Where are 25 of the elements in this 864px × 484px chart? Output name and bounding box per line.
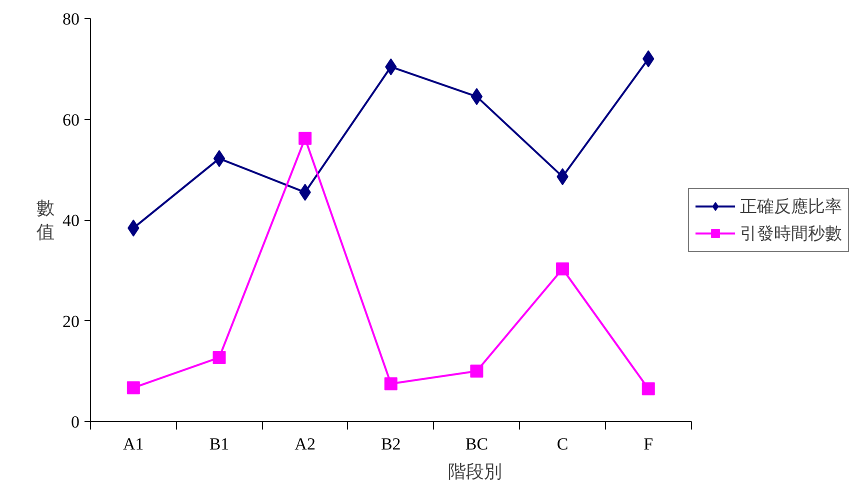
x-tick-label: B2 (380, 434, 401, 454)
point (470, 364, 484, 378)
legend-label: 引發時間秒數 (740, 222, 842, 244)
point (213, 150, 226, 168)
x-tick-label: B1 (209, 434, 230, 454)
y-axis-title: 數值 (36, 198, 54, 242)
point (384, 377, 398, 390)
x-tick-label: C (556, 434, 568, 454)
point (126, 381, 140, 394)
y-tick-label: 20 (62, 312, 80, 331)
x-tick-label: F (644, 434, 654, 454)
point (556, 262, 570, 276)
x-axis-title: 階段別 (448, 462, 502, 482)
legend-label: 正確反應比率 (740, 196, 842, 218)
x-tick-label: BC (465, 434, 488, 454)
point (470, 88, 483, 106)
x-tick-label: A1 (123, 434, 144, 454)
y-tick-label: 60 (62, 110, 80, 130)
y-tick-label: 0 (71, 412, 80, 432)
y-tick-label: 40 (62, 211, 80, 230)
point (212, 351, 226, 364)
point (642, 382, 655, 396)
point (298, 132, 312, 145)
y-tick-label: 80 (62, 10, 80, 28)
x-tick-label: A2 (294, 434, 316, 454)
